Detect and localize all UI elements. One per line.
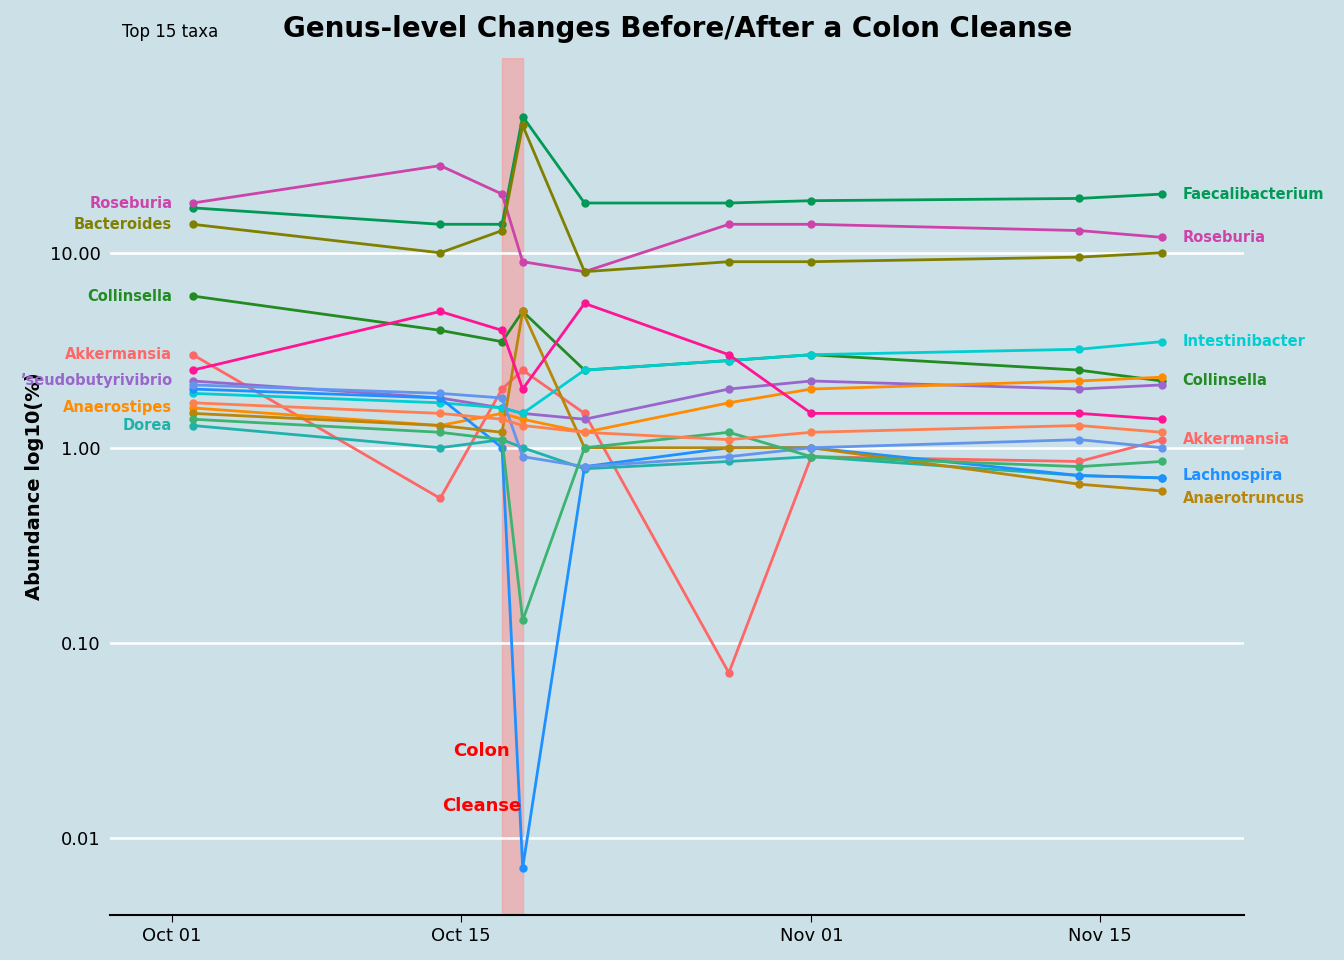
Bar (503, 58, 523, 915)
Text: Bacteroides: Bacteroides (74, 217, 172, 231)
Text: Anaerotruncus: Anaerotruncus (1183, 491, 1305, 506)
Text: ’seudobutyrivibrio: ’seudobutyrivibrio (20, 373, 172, 389)
Title: Genus-level Changes Before/After a Colon Cleanse: Genus-level Changes Before/After a Colon… (282, 15, 1073, 43)
Text: Lachnospira: Lachnospira (1183, 468, 1282, 483)
Text: Roseburia: Roseburia (1183, 229, 1266, 245)
Text: Collinsella: Collinsella (1183, 373, 1267, 389)
Text: Dorea: Dorea (122, 418, 172, 433)
Text: Anaerostipes: Anaerostipes (63, 400, 172, 416)
Text: Faecalibacterium: Faecalibacterium (1183, 186, 1324, 202)
Text: Colon: Colon (453, 742, 509, 760)
Y-axis label: Abundance log10(%): Abundance log10(%) (26, 372, 44, 600)
Text: Akkermansia: Akkermansia (1183, 432, 1289, 447)
Text: Collinsella: Collinsella (87, 289, 172, 303)
Text: Roseburia: Roseburia (89, 196, 172, 210)
Text: Intestinibacter: Intestinibacter (1183, 334, 1305, 349)
Text: Cleanse: Cleanse (442, 798, 521, 815)
Text: Akkermansia: Akkermansia (65, 348, 172, 362)
Text: Top 15 taxa: Top 15 taxa (122, 23, 218, 40)
